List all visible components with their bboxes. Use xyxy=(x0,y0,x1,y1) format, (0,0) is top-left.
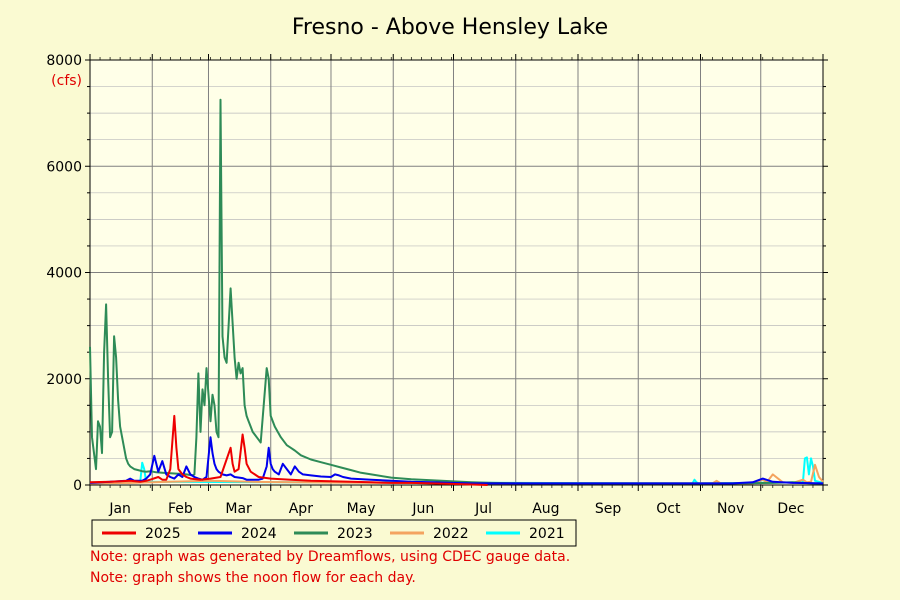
y-tick-label: 6000 xyxy=(46,159,82,175)
x-tick-label-jul: Jul xyxy=(474,501,492,517)
x-tick-label-mar: Mar xyxy=(225,501,252,517)
y-tick-label: 0 xyxy=(73,478,82,494)
y-unit-label: (cfs) xyxy=(51,73,82,89)
x-tick-label-oct: Oct xyxy=(656,501,681,517)
x-tick-label-feb: Feb xyxy=(168,501,193,517)
note-noon-flow: Note: graph shows the noon flow for each… xyxy=(90,570,416,586)
series-line-2025 xyxy=(89,414,488,486)
x-tick-label-dec: Dec xyxy=(777,501,804,517)
x-tick-label-aug: Aug xyxy=(532,501,559,517)
y-tick-label: 8000 xyxy=(46,53,82,69)
series-line-2024 xyxy=(89,436,824,485)
x-tick-label-jan: Jan xyxy=(108,501,131,517)
legend-label-2025: 2025 xyxy=(145,526,181,542)
x-tick-label-nov: Nov xyxy=(717,501,744,517)
legend: 2025 2024 2023 2022 2021 xyxy=(91,519,577,547)
series-line-2023 xyxy=(89,98,823,485)
x-tick-label-apr: Apr xyxy=(289,501,313,517)
x-tick-label-jun: Jun xyxy=(411,501,434,517)
legend-label-2024: 2024 xyxy=(241,526,277,542)
note-source: Note: graph was generated by Dreamflows,… xyxy=(90,549,571,565)
chart-title: Fresno - Above Hensley Lake xyxy=(292,15,608,40)
y-tick-label: 4000 xyxy=(46,266,82,282)
legend-label-2023: 2023 xyxy=(337,526,373,542)
x-tick-label-sep: Sep xyxy=(595,501,622,517)
legend-label-2022: 2022 xyxy=(433,526,469,542)
x-tick-label-may: May xyxy=(347,501,376,517)
legend-label-2021: 2021 xyxy=(529,526,565,542)
y-tick-label: 2000 xyxy=(46,372,82,388)
